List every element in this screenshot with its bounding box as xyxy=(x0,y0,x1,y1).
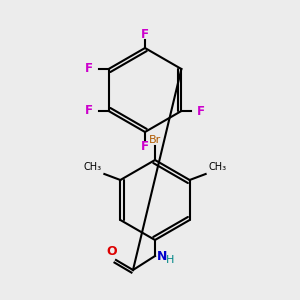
Text: CH₃: CH₃ xyxy=(83,162,101,172)
Text: F: F xyxy=(85,104,93,118)
Text: O: O xyxy=(107,245,117,258)
Text: Br: Br xyxy=(149,135,161,145)
Text: F: F xyxy=(141,28,149,40)
Text: F: F xyxy=(141,140,149,152)
Text: F: F xyxy=(197,104,206,118)
Text: H: H xyxy=(166,255,174,265)
Text: CH₃: CH₃ xyxy=(208,162,227,172)
Text: N: N xyxy=(157,250,167,263)
Text: F: F xyxy=(85,62,93,76)
